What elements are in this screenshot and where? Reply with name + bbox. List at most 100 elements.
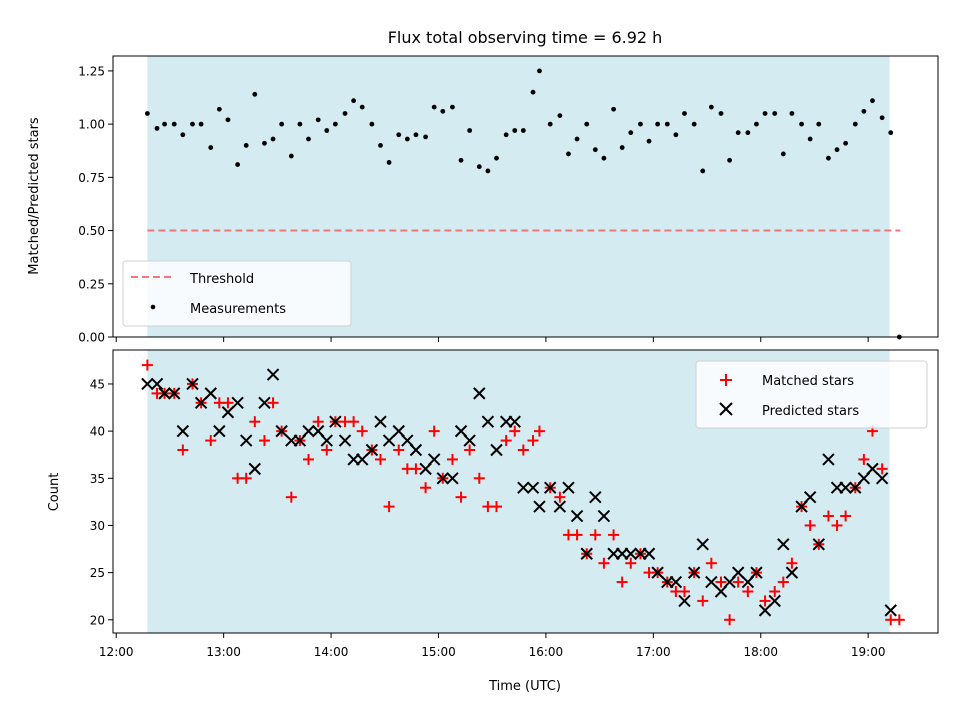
measurement-point	[611, 106, 616, 112]
bottom-y-tick-label: 40	[90, 425, 105, 439]
predicted-star-point	[597, 509, 611, 523]
chart-title: Flux total observing time = 6.92 h	[388, 28, 663, 47]
measurement-point	[450, 104, 455, 110]
measurement-point	[144, 111, 150, 116]
measurement-point	[547, 121, 553, 127]
predicted-star-point	[320, 434, 333, 447]
top-y-tick-label: 0.50	[78, 224, 105, 238]
measurement-point	[584, 121, 590, 127]
top-legend-box	[122, 260, 352, 327]
measurement-point	[682, 111, 687, 116]
measurement-point	[664, 121, 670, 127]
matched-star-point	[831, 519, 843, 531]
measurement-point	[351, 98, 357, 104]
measurement-point	[235, 162, 241, 167]
x-tick-label: 17:00	[636, 645, 671, 659]
matched-star-point	[356, 425, 368, 437]
matched-star-point	[608, 529, 620, 541]
measurement-point	[485, 168, 491, 174]
bottom-axes-frame	[112, 349, 939, 634]
measurement-point	[574, 136, 580, 142]
predicted-star-point	[758, 604, 772, 617]
predicted-star-point	[705, 575, 718, 589]
matched-star-point	[804, 519, 816, 531]
predicted-star-point	[866, 462, 879, 476]
matched-star-point	[759, 595, 771, 607]
predicted-star-point	[651, 566, 664, 579]
measurement-point	[396, 132, 402, 138]
matched-star-point	[571, 529, 583, 541]
x-tick-label: 16:00	[529, 645, 564, 659]
matched-star-point	[527, 435, 539, 447]
bottom-panel: 20 25 30 35 40 45 12:00 13:00 14:00 15:00 16:00 17…	[47, 349, 939, 694]
predicted-star-point	[194, 396, 208, 410]
matched-star-point	[840, 510, 852, 522]
bottom-legend: Matched stars Predicted stars	[695, 360, 928, 429]
bottom-y-tick-label: 35	[90, 472, 105, 486]
predicted-star-point	[884, 604, 897, 617]
measurement-point	[306, 136, 311, 142]
predicted-star-point	[731, 566, 745, 579]
measurement-point	[431, 104, 437, 110]
matched-star-point	[312, 416, 324, 428]
predicted-star-point	[463, 434, 476, 447]
measurement-point	[861, 108, 867, 114]
predicted-star-point	[803, 490, 817, 504]
measurement-point	[225, 117, 231, 123]
legend-matched-label: Matched stars	[762, 374, 854, 389]
predicted-star-point	[258, 396, 271, 410]
matched-star-point	[258, 435, 270, 447]
matched-star-point	[858, 453, 870, 465]
matched-star-point	[822, 510, 834, 522]
legend-measurements-swatch	[150, 304, 156, 310]
measurement-point	[638, 121, 643, 127]
measurement-point	[252, 91, 258, 97]
measurement-point	[476, 164, 482, 170]
predicted-star-point	[750, 566, 763, 579]
legend-measurements-label: Measurements	[190, 302, 286, 317]
measurement-point	[216, 106, 222, 112]
matched-star-point	[697, 595, 709, 607]
matched-star-point	[464, 444, 476, 456]
matched-star-point	[509, 425, 521, 437]
measurement-point	[780, 151, 786, 157]
predicted-star-point	[239, 434, 253, 447]
matched-star-point	[705, 557, 717, 569]
legend-predicted-label: Predicted stars	[762, 404, 859, 419]
top-y-tick-label: 1.00	[78, 118, 105, 132]
predicted-star-point	[526, 481, 540, 494]
predicted-star-point	[490, 443, 503, 457]
predicted-star-point	[589, 490, 602, 504]
measurement-point	[198, 121, 204, 127]
bottom-legend-box	[695, 360, 928, 429]
x-tick-label: 13:00	[206, 645, 241, 659]
measurement-point	[288, 153, 294, 159]
matched-star-point	[715, 576, 727, 588]
x-tick-label: 14:00	[314, 645, 349, 659]
predicted-star-point	[168, 387, 181, 400]
predicted-star-point	[158, 387, 171, 400]
measurement-point	[843, 140, 849, 146]
matched-star-point	[205, 435, 217, 447]
matched-star-point	[410, 463, 422, 475]
matched-star-point	[141, 359, 153, 371]
measurement-point	[315, 117, 321, 123]
matched-star-point	[742, 585, 754, 597]
predicted-star-point	[446, 472, 459, 485]
measurement-point	[852, 121, 858, 127]
predicted-star-point	[150, 377, 164, 391]
predicted-star-point	[812, 538, 825, 551]
predicted-star-point	[374, 415, 387, 428]
measurement-point	[530, 89, 536, 95]
predicted-star-point	[822, 453, 835, 466]
legend-threshold-label: Threshold	[189, 272, 254, 287]
top-y-tick-label: 0.25	[78, 277, 105, 291]
measurement-point	[423, 134, 428, 140]
measurement-point	[879, 115, 885, 121]
predicted-star-point	[768, 594, 781, 608]
measurement-point	[440, 108, 446, 114]
matched-star-point	[490, 501, 502, 513]
measurement-point	[162, 121, 167, 127]
matched-star-point	[678, 585, 690, 597]
